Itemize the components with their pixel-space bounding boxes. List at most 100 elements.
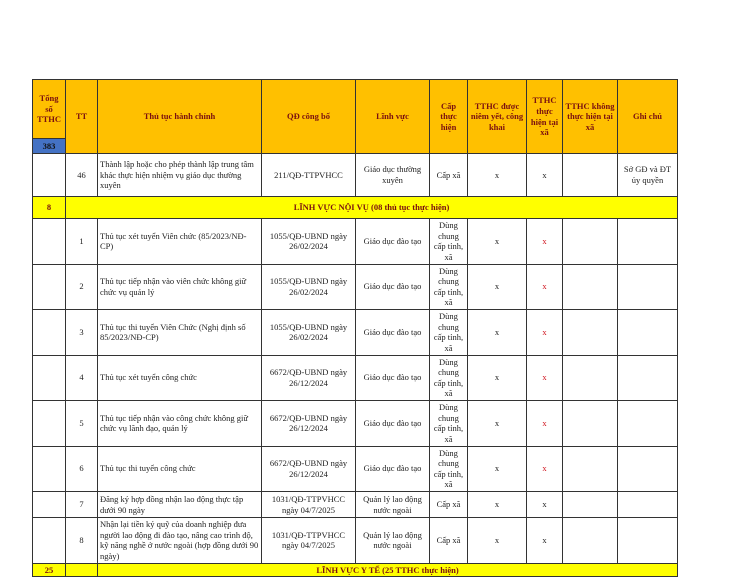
row-level: Dùng chung cấp tỉnh, xã bbox=[429, 309, 468, 356]
empty-cell bbox=[617, 263, 678, 310]
row-decision: 1031/QĐ-TTPVHCC ngày 04/7/2025 bbox=[261, 491, 356, 518]
row-at-commune: x bbox=[526, 491, 563, 518]
row-at-commune: x bbox=[526, 309, 563, 356]
empty-cell bbox=[562, 354, 618, 401]
row-posted: x bbox=[467, 445, 527, 492]
empty-cell bbox=[32, 218, 66, 265]
header-decision: QĐ công bố bbox=[261, 79, 356, 154]
empty-cell bbox=[65, 562, 98, 577]
empty-cell bbox=[562, 491, 618, 518]
table-row: 6 Thủ tục thi tuyển công chức 6672/QĐ-UBND… bbox=[32, 445, 678, 492]
row-posted: x bbox=[467, 517, 527, 564]
total-count: 383 bbox=[32, 138, 66, 154]
header-note: Ghi chú bbox=[617, 79, 678, 154]
empty-cell bbox=[562, 517, 618, 564]
header-procedure: Thủ tục hành chính bbox=[97, 79, 262, 154]
header-row: Tổng số TTHC TT Thủ tục hành chính QĐ cô… bbox=[32, 79, 678, 154]
empty-cell bbox=[562, 400, 618, 447]
table-row: 1 Thủ tục xét tuyển Viên chức (85/2023/NĐ… bbox=[32, 218, 678, 265]
row-field: Giáo dục đào tạo bbox=[355, 218, 430, 265]
header-posted: TTHC được niêm yết, công khai bbox=[467, 79, 527, 154]
row-at-commune: x bbox=[526, 263, 563, 310]
row-level: Dùng chung cấp tỉnh, xã bbox=[429, 445, 468, 492]
table-row: 3 Thủ tục thi tuyển Viên Chức (Nghị định … bbox=[32, 309, 678, 356]
section-count: 25 bbox=[32, 562, 66, 577]
header-field: Lĩnh vực bbox=[355, 79, 430, 154]
empty-cell bbox=[32, 400, 66, 447]
header-tt: TT bbox=[65, 79, 98, 154]
row-tt: 2 bbox=[65, 263, 98, 310]
row-at-commune: x bbox=[526, 153, 563, 197]
empty-cell bbox=[617, 400, 678, 447]
row-posted: x bbox=[467, 309, 527, 356]
empty-cell bbox=[617, 354, 678, 401]
table-row: 46 Thành lập hoặc cho phép thành lập tru… bbox=[32, 153, 678, 197]
row-field: Giáo dục đào tạo bbox=[355, 263, 430, 310]
empty-cell bbox=[617, 218, 678, 265]
row-level: Dùng chung cấp tỉnh, xã bbox=[429, 263, 468, 310]
row-tt: 46 bbox=[65, 153, 98, 197]
header-not-at-commune: TTHC không thực hiện tại xã bbox=[562, 79, 618, 154]
row-posted: x bbox=[467, 400, 527, 447]
row-level: Dùng chung cấp tỉnh, xã bbox=[429, 400, 468, 447]
row-decision: 1055/QĐ-UBND ngày 26/02/2024 bbox=[261, 263, 356, 310]
empty-cell bbox=[562, 309, 618, 356]
empty-cell bbox=[617, 491, 678, 518]
row-at-commune: x bbox=[526, 445, 563, 492]
row-at-commune: x bbox=[526, 517, 563, 564]
row-decision: 6672/QĐ-UBND ngày 26/12/2024 bbox=[261, 445, 356, 492]
empty-cell bbox=[32, 517, 66, 564]
row-name: Thành lập hoặc cho phép thành lập trung … bbox=[97, 153, 262, 197]
table-row: 2 Thủ tục tiếp nhận vào viên chức không g… bbox=[32, 263, 678, 310]
section-count: 8 bbox=[32, 196, 66, 219]
section-title: LĨNH VỰC Y TẾ (25 TTHC thực hiện) bbox=[97, 562, 678, 577]
empty-cell bbox=[617, 517, 678, 564]
row-decision: 1055/QĐ-UBND ngày 26/02/2024 bbox=[261, 309, 356, 356]
section-noivu: 8 LĨNH VỰC NỘI VỤ (08 thủ tục thực hiện) bbox=[32, 196, 678, 219]
empty-cell bbox=[32, 354, 66, 401]
row-level: Cấp xã bbox=[429, 517, 468, 564]
row-tt: 3 bbox=[65, 309, 98, 356]
row-name: Thủ tục tiếp nhận vào công chức không gi… bbox=[97, 400, 262, 447]
row-name: Nhận lại tiền ký quỹ của doanh nghiệp đư… bbox=[97, 517, 262, 564]
row-field: Giáo dục đào tạo bbox=[355, 445, 430, 492]
row-posted: x bbox=[467, 354, 527, 401]
header-level: Cấp thực hiện bbox=[429, 79, 468, 154]
row-tt: 1 bbox=[65, 218, 98, 265]
header-at-commune: TTHC thực hiện tại xã bbox=[526, 79, 563, 154]
empty-cell bbox=[32, 445, 66, 492]
empty-cell bbox=[32, 309, 66, 356]
row-field: Giáo dục đào tạo bbox=[355, 354, 430, 401]
row-name: Thủ tục xét tuyển Viên chức (85/2023/NĐ-… bbox=[97, 218, 262, 265]
row-name: Thủ tục thi tuyển Viên Chức (Nghị định s… bbox=[97, 309, 262, 356]
row-decision: 1031/QĐ-TTPVHCC ngày 04/7/2025 bbox=[261, 517, 356, 564]
section-title: LĨNH VỰC NỘI VỤ (08 thủ tục thực hiện) bbox=[65, 196, 678, 219]
row-tt: 6 bbox=[65, 445, 98, 492]
row-name: Đăng ký hợp đồng nhận lao động thực tập … bbox=[97, 491, 262, 518]
row-field: Giáo dục đào tạo bbox=[355, 309, 430, 356]
row-level: Cấp xã bbox=[429, 491, 468, 518]
row-posted: x bbox=[467, 153, 527, 197]
section-yte: 25 LĨNH VỰC Y TẾ (25 TTHC thực hiện) bbox=[32, 562, 678, 577]
empty-cell bbox=[32, 153, 66, 197]
row-at-commune: x bbox=[526, 400, 563, 447]
row-decision: 6672/QĐ-UBND ngày 26/12/2024 bbox=[261, 354, 356, 401]
empty-cell bbox=[562, 263, 618, 310]
row-field: Giáo dục đào tạo bbox=[355, 400, 430, 447]
empty-cell bbox=[617, 309, 678, 356]
row-name: Thủ tục tiếp nhận vào viên chức không gi… bbox=[97, 263, 262, 310]
row-decision: 1055/QĐ-UBND ngày 26/02/2024 bbox=[261, 218, 356, 265]
row-name: Thủ tục xét tuyển công chức bbox=[97, 354, 262, 401]
empty-cell bbox=[617, 445, 678, 492]
row-at-commune: x bbox=[526, 354, 563, 401]
row-field: Giáo dục thường xuyên bbox=[355, 153, 430, 197]
row-level: Dùng chung cấp tỉnh, xã bbox=[429, 354, 468, 401]
row-field: Quản lý lao động nước ngoài bbox=[355, 517, 430, 564]
empty-cell bbox=[562, 218, 618, 265]
row-field: Quản lý lao động nước ngoài bbox=[355, 491, 430, 518]
table-row: 5 Thủ tục tiếp nhận vào công chức không g… bbox=[32, 400, 678, 447]
row-tt: 8 bbox=[65, 517, 98, 564]
row-tt: 5 bbox=[65, 400, 98, 447]
empty-cell bbox=[32, 263, 66, 310]
row-not-at-commune bbox=[562, 153, 618, 197]
